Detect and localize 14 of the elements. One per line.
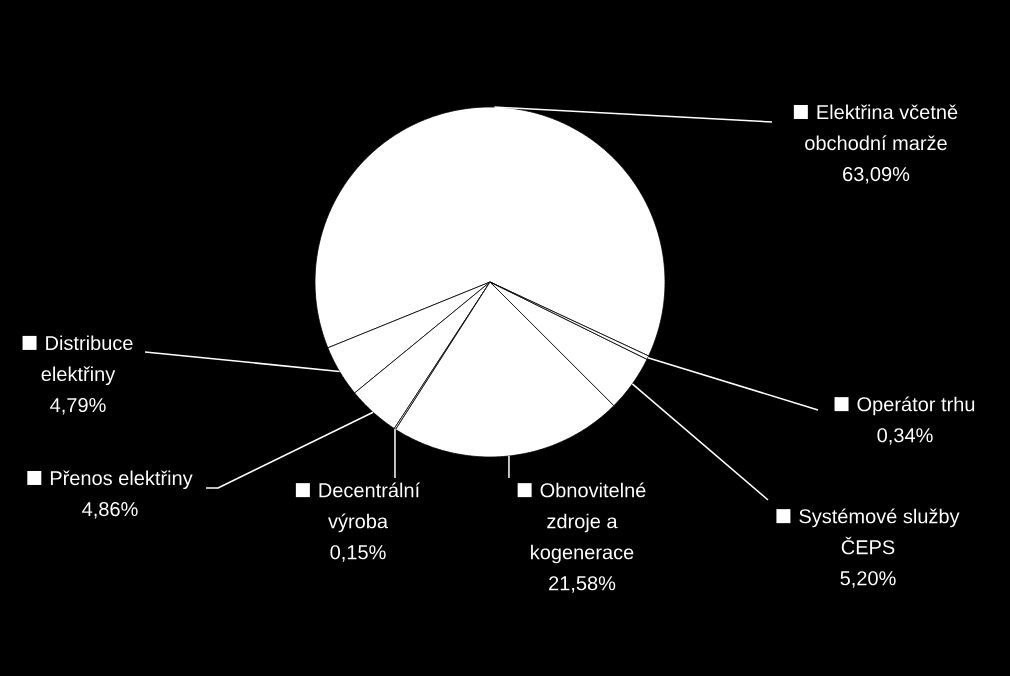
data-label: 0,34% [877,428,933,445]
legend-label: Distribuce elektřiny [41,335,133,386]
data-label: 63,09% [843,167,910,184]
data-label: 4,86% [82,502,138,519]
legend-label: Obnovitelné zdroje a kogenerace [531,482,646,564]
data-label: 5,20% [840,571,896,588]
data-label: 0,15% [330,545,386,562]
legend-label: Přenos elektřiny [50,470,193,490]
data-label: 21,58% [549,576,616,593]
data-label: 4,79% [50,397,106,415]
legend-label: Elektřina včetně obchodní marže [805,104,958,151]
legend-label: Decentrální výroba [319,482,421,533]
legend-label: Operátor trhu [857,396,975,416]
legend-label: Systémové služby ČEPS [799,508,960,555]
